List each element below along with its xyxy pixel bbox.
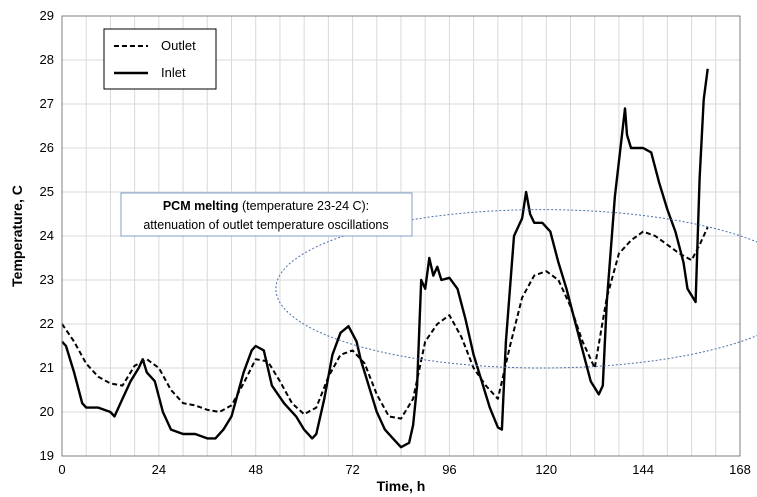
x-tick-label: 120 bbox=[535, 462, 557, 477]
y-axis-label: Temperature, C bbox=[9, 185, 25, 287]
x-tick-label: 0 bbox=[58, 462, 65, 477]
y-tick-label: 23 bbox=[40, 272, 54, 287]
annotation-frame bbox=[120, 192, 413, 237]
x-tick-label: 24 bbox=[152, 462, 166, 477]
legend-frame bbox=[103, 28, 217, 90]
x-tick-label: 144 bbox=[632, 462, 654, 477]
x-tick-label: 168 bbox=[729, 462, 751, 477]
tick-labels: 0 24 48 72 96 120 144 168 19 20 21 22 23 24 25 26 27 28 29 bbox=[40, 8, 751, 477]
y-tick-label: 24 bbox=[40, 228, 54, 243]
annotation-line-1: PCM melting (temperature 23-24 C): bbox=[163, 199, 369, 213]
y-tick-label: 19 bbox=[40, 448, 54, 463]
legend-label-inlet: Inlet bbox=[161, 65, 186, 80]
y-tick-label: 21 bbox=[40, 360, 54, 375]
legend-label-outlet: Outlet bbox=[161, 38, 196, 53]
y-tick-label: 28 bbox=[40, 52, 54, 67]
series-lines bbox=[61, 68, 709, 449]
annotation-bold: PCM melting bbox=[163, 199, 239, 213]
y-tick-label: 26 bbox=[40, 140, 54, 155]
y-tick-label: 29 bbox=[40, 8, 54, 23]
y-tick-label: 22 bbox=[40, 316, 54, 331]
y-tick-label: 25 bbox=[40, 184, 54, 199]
x-tick-label: 72 bbox=[345, 462, 359, 477]
plot-frame bbox=[61, 15, 741, 457]
y-tick-label: 27 bbox=[40, 96, 54, 111]
annotation-line-2: attenuation of outlet temperature oscill… bbox=[143, 218, 388, 232]
annotation-rest: (temperature 23-24 C): bbox=[239, 199, 370, 213]
x-tick-label: 96 bbox=[442, 462, 456, 477]
x-axis-label: Time, h bbox=[377, 478, 426, 494]
y-tick-label: 20 bbox=[40, 404, 54, 419]
x-tick-label: 48 bbox=[248, 462, 262, 477]
annotation-box: PCM melting (temperature 23-24 C): atten… bbox=[120, 192, 413, 237]
legend: Outlet Inlet bbox=[103, 28, 217, 90]
series-line-inlet bbox=[61, 68, 709, 449]
